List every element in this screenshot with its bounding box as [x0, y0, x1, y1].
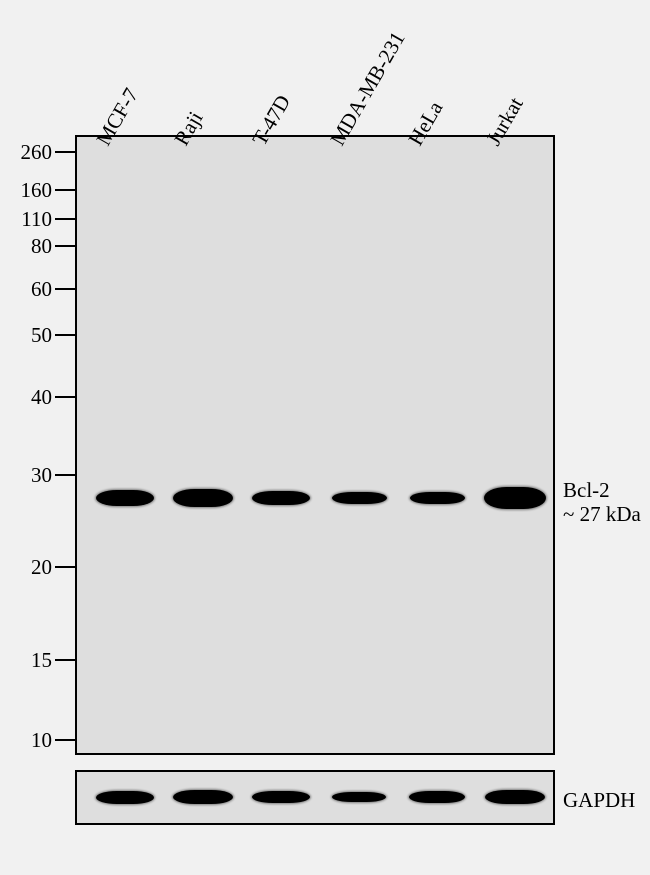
mw-label: 60 [12, 277, 52, 302]
lane-label: MDA-MB-231 [325, 27, 410, 150]
mw-label: 110 [12, 207, 52, 232]
mw-tick [55, 218, 75, 220]
mw-tick [55, 396, 75, 398]
mw-tick [55, 739, 75, 741]
loading-band [332, 792, 386, 802]
mw-label: 10 [12, 728, 52, 753]
mw-tick [55, 659, 75, 661]
mw-label: 15 [12, 648, 52, 673]
loading-band [485, 790, 545, 804]
target-mw: ~ 27 kDa [563, 502, 641, 527]
mw-tick [55, 288, 75, 290]
mw-tick [55, 566, 75, 568]
target-band [332, 492, 387, 504]
mw-tick [55, 189, 75, 191]
mw-label: 80 [12, 234, 52, 259]
target-name: Bcl-2 [563, 478, 610, 503]
mw-tick [55, 334, 75, 336]
mw-label: 20 [12, 555, 52, 580]
loading-band [252, 791, 310, 803]
target-band [252, 491, 310, 505]
loading-band [409, 791, 465, 803]
target-band [410, 492, 465, 504]
loading-control-name: GAPDH [563, 788, 635, 813]
mw-label: 260 [12, 140, 52, 165]
main-blot-box [75, 135, 555, 755]
loading-band [173, 790, 233, 804]
mw-tick [55, 245, 75, 247]
mw-tick [55, 151, 75, 153]
target-band [173, 489, 233, 507]
mw-label: 50 [12, 323, 52, 348]
target-band [96, 490, 154, 506]
mw-label: 30 [12, 463, 52, 488]
target-band [484, 487, 546, 509]
mw-tick [55, 474, 75, 476]
loading-band [96, 791, 154, 804]
mw-label: 40 [12, 385, 52, 410]
mw-label: 160 [12, 178, 52, 203]
